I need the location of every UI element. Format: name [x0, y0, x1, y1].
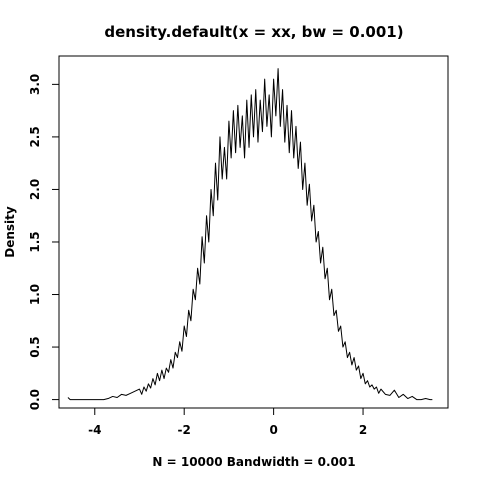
x-axis-label: N = 10000 Bandwidth = 0.001	[152, 455, 355, 469]
y-tick-label: 1.0	[28, 284, 42, 305]
y-axis: 0.0 0.5 1.0 1.5 2.0 2.5 3.0	[28, 74, 60, 410]
y-tick-label: 2.5	[28, 126, 42, 147]
y-tick-label: 2.0	[28, 179, 42, 200]
density-series-line	[67, 68, 433, 401]
x-tick-label: 2	[359, 423, 367, 437]
x-tick-label: -2	[178, 423, 191, 437]
x-tick-label: -4	[88, 423, 101, 437]
y-axis-label: Density	[3, 206, 17, 258]
y-tick-label: 0.0	[28, 389, 42, 410]
x-tick-label: 0	[269, 423, 277, 437]
y-tick-label: 0.5	[28, 336, 42, 357]
chart-title: density.default(x = xx, bw = 0.001)	[104, 23, 403, 41]
y-tick-label: 1.5	[28, 231, 42, 252]
x-axis: -4 -2 0 2	[88, 407, 367, 437]
y-tick-label: 3.0	[28, 74, 42, 95]
